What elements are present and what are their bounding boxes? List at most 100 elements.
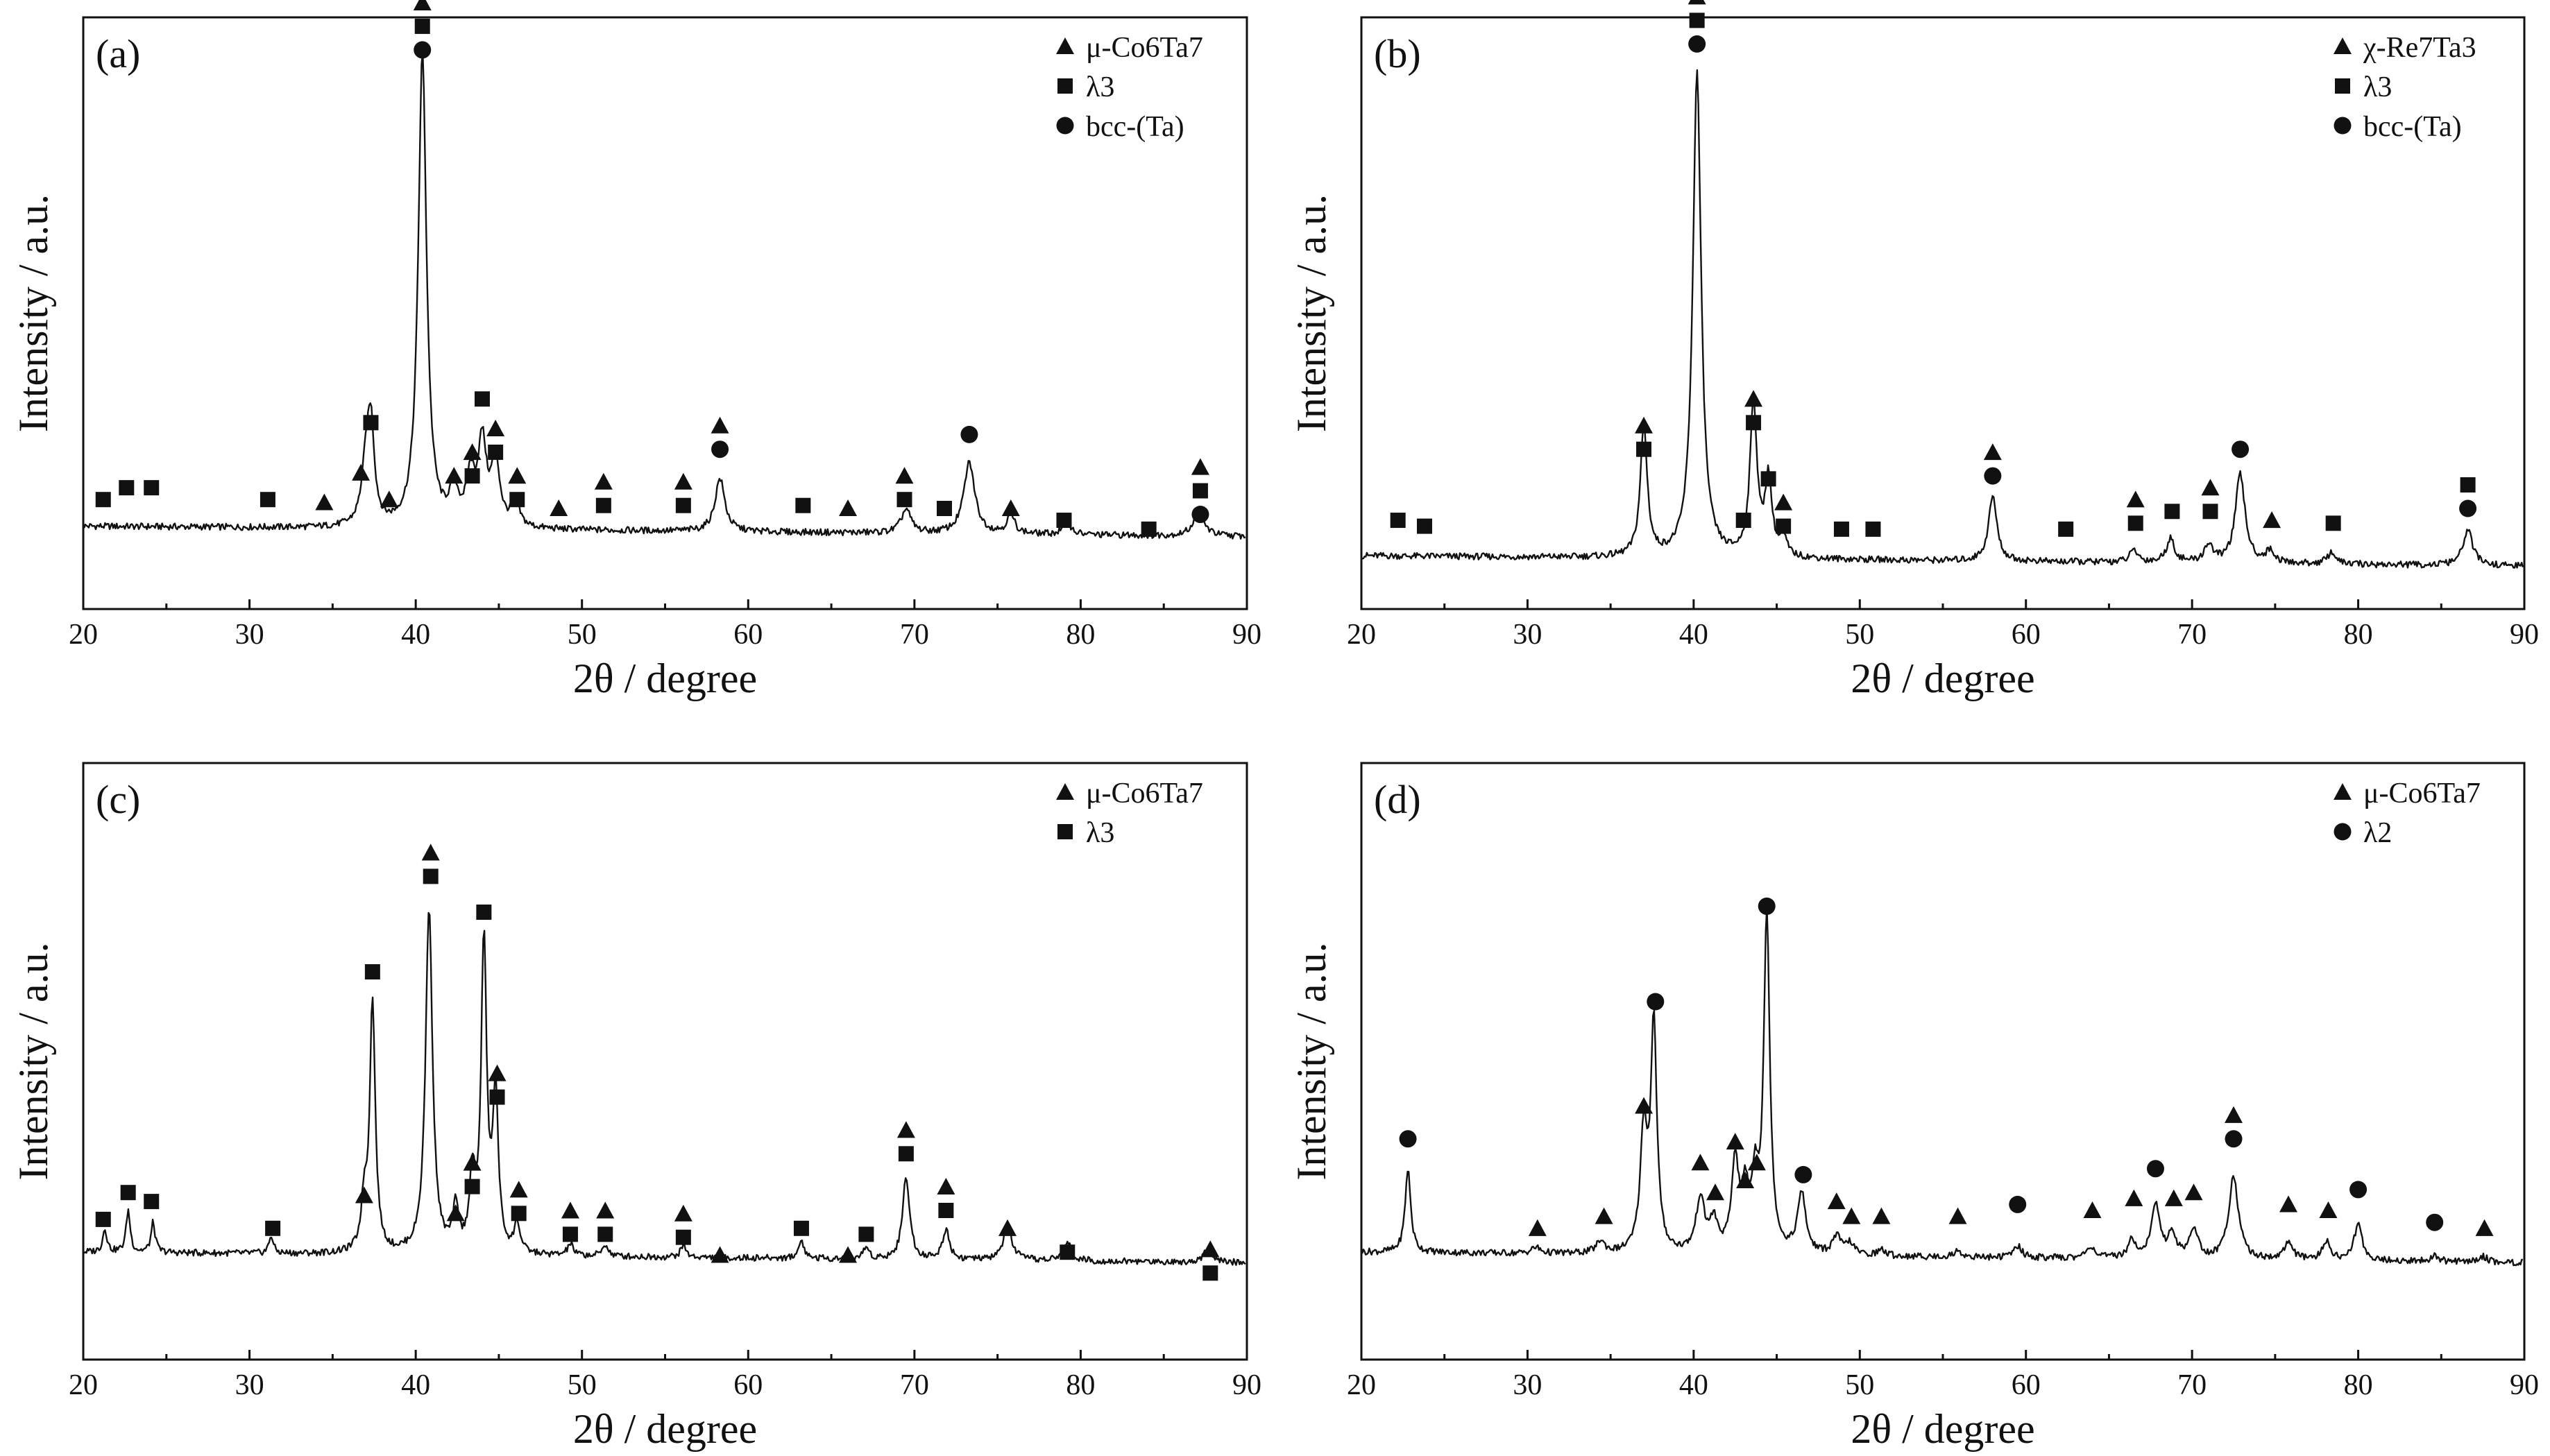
peak-triangle-marker xyxy=(413,0,432,10)
x-tick-label: 60 xyxy=(2012,619,2041,651)
peak-square-marker xyxy=(260,492,275,508)
legend-entry-label: μ-Co6Ta7 xyxy=(2363,778,2481,810)
legend-square-icon xyxy=(1057,824,1073,839)
peak-triangle-marker xyxy=(446,1204,465,1222)
peak-square-marker xyxy=(511,1206,527,1222)
x-tick-label: 80 xyxy=(1066,619,1095,651)
peak-triangle-marker xyxy=(2164,1189,2183,1206)
legend-circle-icon xyxy=(1056,117,1074,135)
peak-triangle-marker xyxy=(463,443,482,461)
peak-triangle-marker xyxy=(1191,458,1209,475)
panel-a: 20 30 40 50 60 70 80 90 2θ / degree Intensity / a… xyxy=(10,0,1261,701)
peak-triangle-marker xyxy=(711,1246,729,1263)
peak-square-marker xyxy=(2460,477,2476,493)
peak-square-marker xyxy=(597,1226,613,1242)
peak-triangle-marker xyxy=(839,1246,858,1263)
peak-square-marker xyxy=(1865,521,1881,537)
peak-square-marker xyxy=(509,492,525,508)
peak-triangle-marker xyxy=(1948,1207,1967,1224)
legend-triangle-icon xyxy=(1056,37,1074,55)
peak-triangle-marker xyxy=(1842,1207,1861,1224)
x-tick-label: 20 xyxy=(1347,619,1376,651)
x-tick-label: 70 xyxy=(900,1369,929,1401)
x-tick-label: 30 xyxy=(1513,1369,1542,1401)
peak-square-marker xyxy=(1833,521,1849,537)
peak-triangle-marker xyxy=(445,467,464,484)
x-tick-label: 50 xyxy=(568,1369,597,1401)
peak-square-marker xyxy=(896,492,912,508)
x-tick-label: 80 xyxy=(2344,1369,2373,1401)
peak-triangle-marker xyxy=(1744,390,1763,407)
xrd-pattern-line xyxy=(83,51,1246,540)
peak-square-marker xyxy=(265,1220,281,1236)
peak-square-marker xyxy=(144,1194,160,1210)
peak-triangle-marker xyxy=(488,1064,507,1081)
x-tick-label: 30 xyxy=(1513,619,1542,651)
x-tick-label: 30 xyxy=(235,619,264,651)
peak-triangle-marker xyxy=(2475,1219,2494,1236)
x-tick-label: 50 xyxy=(1845,619,1874,651)
peak-square-marker xyxy=(1776,518,1792,534)
peak-triangle-marker xyxy=(352,463,371,481)
panel-label: (d) xyxy=(1374,777,1421,822)
x-tick-label: 40 xyxy=(1679,619,1708,651)
peak-triangle-marker xyxy=(937,1178,955,1195)
peak-circle-marker xyxy=(1794,1165,1812,1183)
peak-triangle-marker xyxy=(1635,416,1654,434)
peak-square-marker xyxy=(1141,521,1157,537)
peak-circle-marker xyxy=(1647,993,1665,1011)
peak-triangle-marker xyxy=(2125,1189,2143,1206)
peak-square-marker xyxy=(1746,415,1762,431)
peak-circle-marker xyxy=(1984,467,2002,485)
peak-square-marker xyxy=(1390,513,1406,529)
peak-triangle-marker xyxy=(1747,1154,1766,1171)
peak-square-marker xyxy=(675,1229,691,1245)
peak-square-marker xyxy=(1735,513,1751,529)
plot-frame xyxy=(82,762,1248,1361)
peak-square-marker xyxy=(476,905,492,920)
peak-square-marker xyxy=(1056,513,1072,529)
peak-triangle-marker xyxy=(895,467,914,484)
plot-frame xyxy=(82,16,1248,610)
peak-triangle-marker xyxy=(486,419,505,437)
peak-square-marker xyxy=(2325,515,2341,531)
peak-square-marker xyxy=(898,1146,914,1162)
x-tick-label: 50 xyxy=(1845,1369,1874,1401)
xrd-pattern-line xyxy=(1361,907,2524,1267)
x-tick-label: 90 xyxy=(2510,1369,2539,1401)
peak-square-marker xyxy=(488,444,504,460)
peak-triangle-marker xyxy=(1983,443,2002,461)
peak-triangle-marker xyxy=(1691,1154,1710,1171)
peak-triangle-marker xyxy=(1635,1097,1654,1114)
panel-label: (a) xyxy=(96,31,140,76)
x-tick-label: 80 xyxy=(1066,1369,1095,1401)
x-tick-label: 40 xyxy=(1679,1369,1708,1401)
peak-triangle-marker xyxy=(1726,1133,1744,1150)
x-tick-label: 90 xyxy=(1232,619,1261,651)
peak-square-marker xyxy=(2127,515,2143,531)
x-tick-label: 90 xyxy=(2510,619,2539,651)
peak-triangle-marker xyxy=(355,1186,373,1204)
peak-square-marker xyxy=(423,868,439,884)
panel-label: (c) xyxy=(96,777,140,822)
peak-circle-marker xyxy=(414,41,432,59)
peak-square-marker xyxy=(364,964,380,979)
peak-square-marker xyxy=(938,1203,954,1218)
peak-triangle-marker xyxy=(674,1204,692,1222)
peak-triangle-marker xyxy=(594,472,613,490)
x-tick-label: 70 xyxy=(2177,1369,2207,1401)
peak-square-marker xyxy=(414,18,430,34)
peak-square-marker xyxy=(144,480,160,496)
peak-triangle-marker xyxy=(2201,479,2220,496)
peak-triangle-marker xyxy=(1001,499,1020,517)
peak-triangle-marker xyxy=(1688,0,1706,5)
peak-square-marker xyxy=(119,480,135,496)
x-tick-label: 70 xyxy=(900,619,929,651)
peak-triangle-marker xyxy=(550,499,568,517)
legend-entry-label: μ-Co6Ta7 xyxy=(1086,778,1203,810)
peak-circle-marker xyxy=(711,440,729,459)
peak-triangle-marker xyxy=(421,843,440,861)
peak-triangle-marker xyxy=(561,1201,579,1219)
peak-triangle-marker xyxy=(315,493,334,511)
x-tick-label: 60 xyxy=(733,619,763,651)
